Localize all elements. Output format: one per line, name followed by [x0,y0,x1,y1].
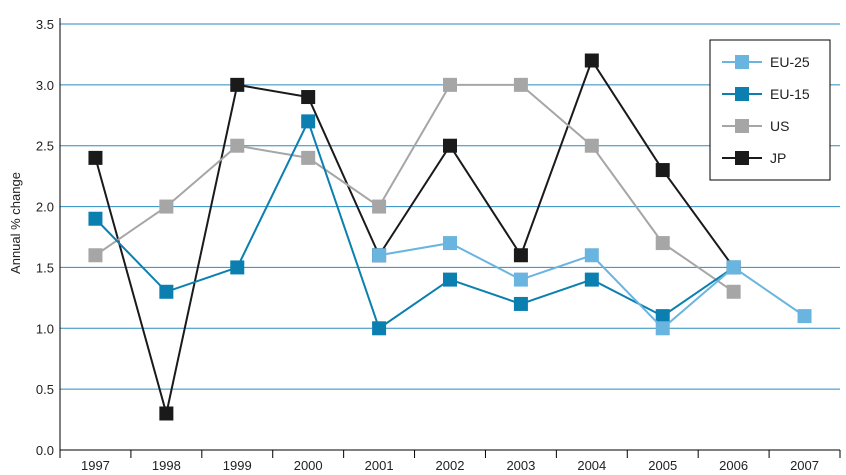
data-point [301,90,316,105]
data-point [301,150,316,165]
data-point [230,260,245,275]
legend-marker [735,55,749,69]
legend-box [709,39,831,181]
data-point [159,284,174,299]
data-point [655,163,670,178]
legend-item: EU-25 [722,54,810,70]
x-tick-label: 2002 [436,458,465,473]
data-point [443,236,457,251]
legend-marker [735,119,749,133]
y-tick-label: 2.5 [36,139,54,154]
x-tick-labels: 1997 1998 1999 2000 2001 2002 2003 2004 2005 2006… [81,458,819,473]
y-tick-label: 1.0 [36,321,54,336]
data-point [513,272,528,287]
data-point [88,248,103,263]
data-point [513,296,528,311]
y-tick-label: 1.5 [36,260,54,275]
x-tick-label: 1997 [81,458,110,473]
data-point [655,321,670,336]
legend: EU-25 EU-15 US JP [709,39,831,181]
data-point [797,309,812,324]
x-tick-label: 2007 [790,458,819,473]
legend-item: EU-15 [722,86,810,102]
legend-marker [735,151,749,165]
data-point [726,260,741,275]
y-tick-label: 0.0 [36,443,54,458]
y-tick-label: 3.5 [36,17,54,32]
data-point [372,199,387,214]
data-point [513,77,528,92]
x-tick-label: 2004 [577,458,606,473]
data-point [513,248,528,263]
legend-label: EU-25 [770,54,810,70]
data-point [584,138,599,153]
data-point [230,77,245,92]
series-us [88,77,741,299]
y-tick-label: 2.0 [36,200,54,215]
x-tick-label: 2006 [719,458,748,473]
data-point [584,53,599,68]
data-point [655,236,670,251]
data-point [443,272,457,287]
y-tick-labels: 0.0 0.5 1.0 1.5 2.0 2.5 3.0 3.5 [36,17,54,458]
legend-item: JP [722,150,786,166]
y-tick-label: 0.5 [36,382,54,397]
x-tick-label: 2005 [648,458,677,473]
data-point [372,321,387,336]
legend-marker [735,87,749,101]
x-tick-label: 1999 [223,458,252,473]
data-point [443,77,457,92]
data-point [159,406,174,421]
data-point [88,150,103,165]
data-point [230,138,245,153]
data-point [726,284,741,299]
series-line [94,118,735,330]
x-tick-label: 1998 [152,458,181,473]
x-tick-label: 2000 [294,458,323,473]
series-line [94,83,735,293]
axes [59,18,841,458]
series-eu-25 [372,236,812,336]
series-jp [88,53,741,421]
x-tick-label: 2001 [365,458,394,473]
data-point [372,248,387,263]
legend-item: US [722,118,789,134]
data-point [584,272,599,287]
series-line [94,58,735,414]
legend-label: US [770,118,789,134]
y-axis-label: Annual % change [8,172,23,274]
data-point [301,114,316,129]
series-lines [88,53,812,421]
data-point [88,211,103,226]
data-point [584,248,599,263]
y-tick-label: 3.0 [36,78,54,93]
x-tick-label: 2003 [506,458,535,473]
data-point [159,199,174,214]
legend-label: EU-15 [770,86,810,102]
legend-label: JP [770,150,786,166]
data-point [443,138,457,153]
data-point [655,309,670,324]
